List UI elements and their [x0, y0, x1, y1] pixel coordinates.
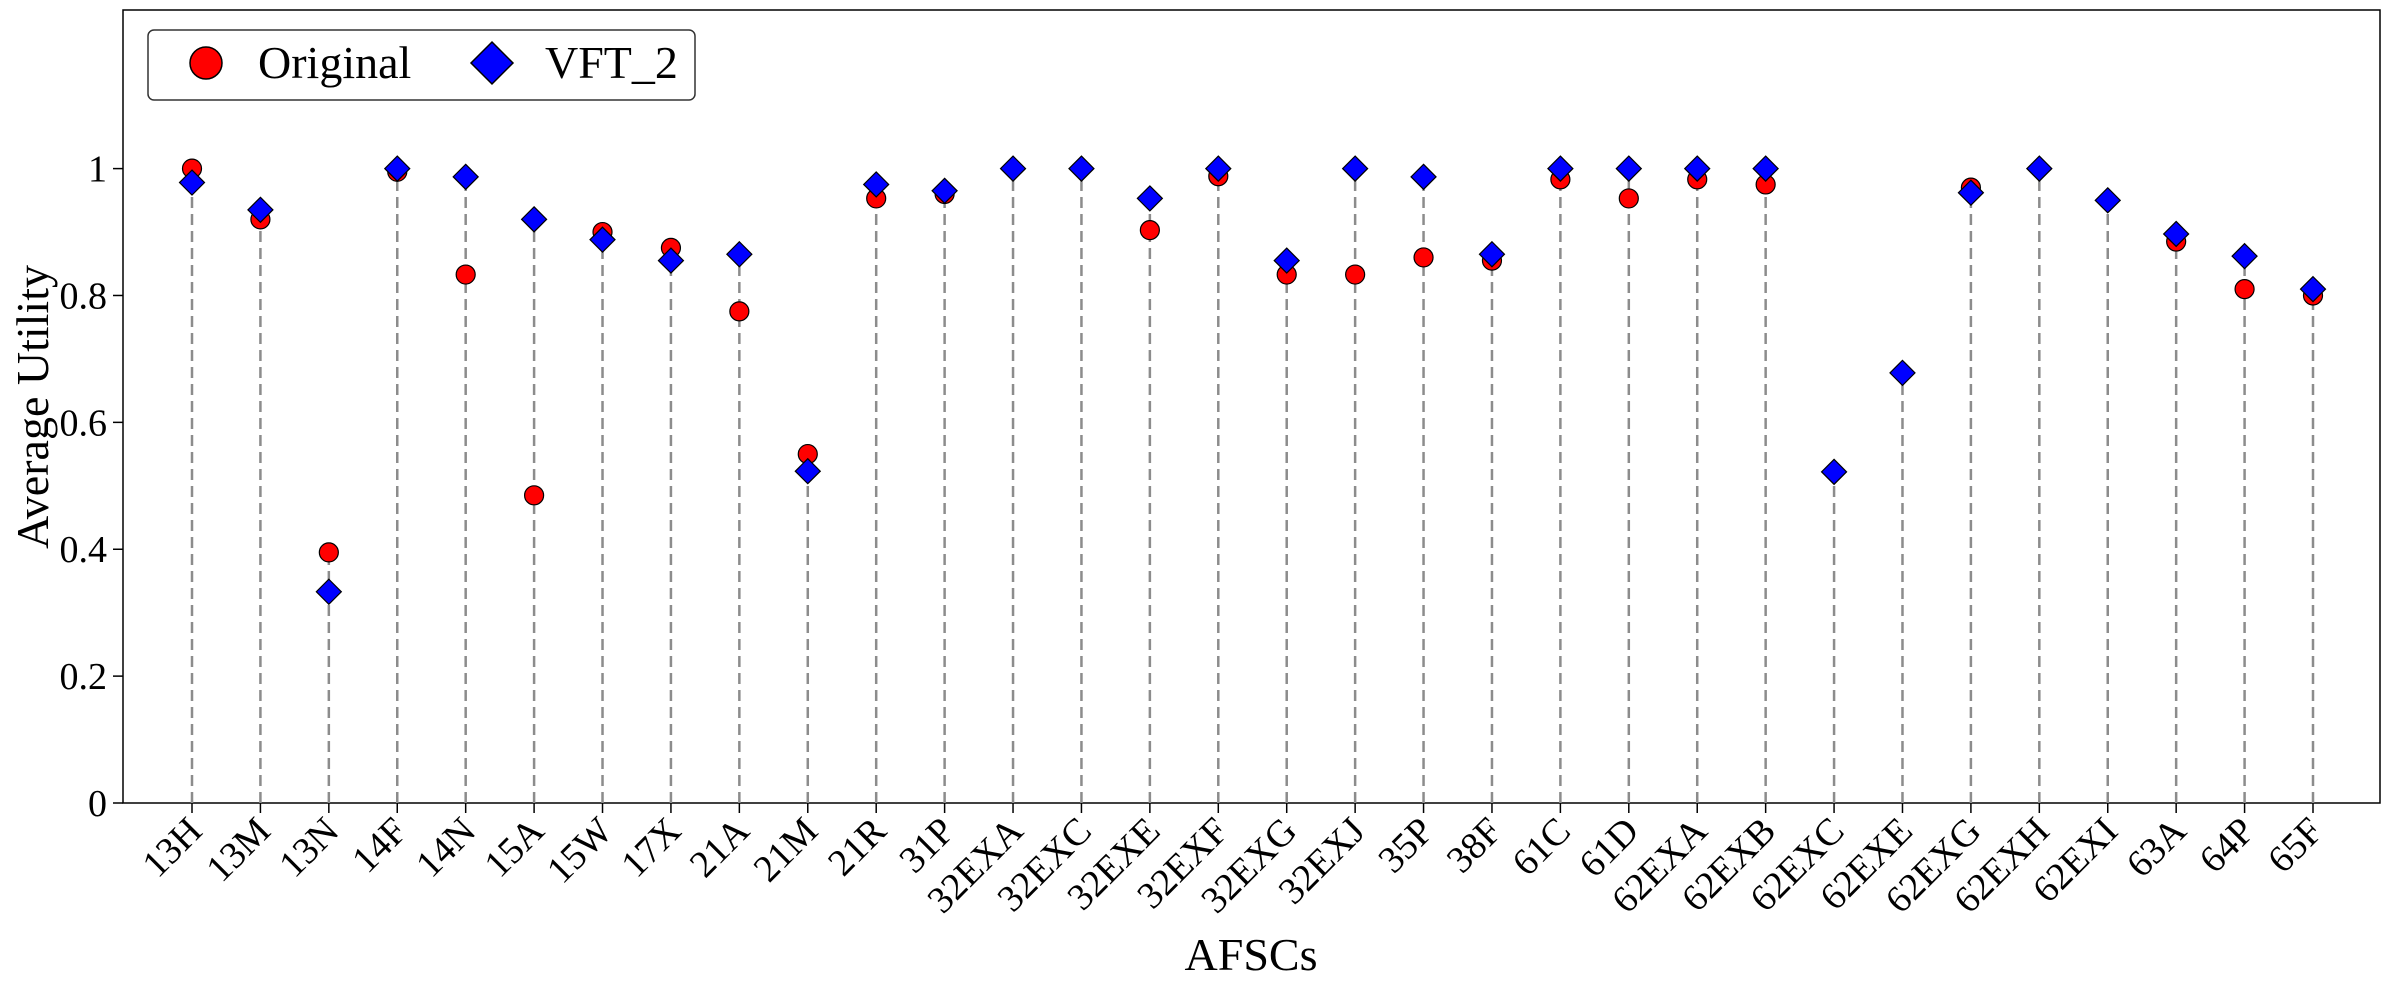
- x-tick-label: 64P: [2191, 810, 2263, 882]
- x-tick-label: 35P: [1370, 810, 1442, 882]
- point-vft2: [657, 247, 685, 274]
- point-vft2: [1752, 155, 1779, 182]
- x-axis: 13H13M13N14F14N15A15W17X21A21M21R31P32EX…: [134, 803, 2331, 921]
- point-original: [1139, 220, 1160, 241]
- x-tick-label: 13H: [134, 810, 210, 886]
- plot-frame: [122, 9, 2381, 804]
- x-tick-label: 17X: [613, 810, 689, 886]
- x-tick-label: 38F: [1439, 810, 1511, 882]
- point-vft2: [1957, 179, 1985, 207]
- point-vft2: [589, 226, 616, 254]
- point-vft2: [1136, 185, 1164, 212]
- y-axis: 0 0.2 0.4 0.6 0.8 1: [60, 149, 123, 825]
- y-tick-label: 1: [88, 149, 107, 191]
- drop-lines: [190, 168, 2315, 803]
- y-axis-label: Average Utility: [7, 265, 58, 549]
- legend-label-vft2: VFT_2: [545, 37, 678, 88]
- point-vft2: [1547, 155, 1574, 182]
- y-tick-label: 0.2: [60, 656, 108, 698]
- y-tick-label: 0.6: [60, 402, 108, 444]
- point-vft2: [1615, 155, 1643, 182]
- x-tick-label: 14F: [344, 810, 416, 882]
- point-original: [318, 542, 339, 563]
- point-vft2: [2094, 186, 2122, 214]
- data-markers: [178, 155, 2327, 606]
- point-vft2: [315, 578, 343, 606]
- point-vft2: [931, 177, 958, 205]
- point-original: [1345, 264, 1366, 285]
- point-original: [1413, 247, 1434, 268]
- x-tick-label: 63A: [2119, 809, 2195, 885]
- x-tick-label: 13M: [198, 810, 278, 890]
- point-vft2: [1478, 240, 1506, 268]
- point-vft2: [1889, 359, 1916, 387]
- x-axis-label: AFSCs: [1185, 929, 1318, 980]
- legend-marker-original: [189, 46, 223, 80]
- point-vft2: [1204, 155, 1232, 182]
- x-tick-label: 13N: [271, 810, 347, 886]
- point-vft2: [999, 155, 1027, 182]
- x-tick-label: 15W: [539, 810, 621, 892]
- point-vft2: [2162, 220, 2190, 248]
- point-vft2: [178, 169, 206, 196]
- point-vft2: [1683, 155, 1711, 182]
- y-tick-label: 0: [88, 783, 107, 825]
- x-tick-label: 21R: [820, 809, 895, 884]
- point-original: [1618, 188, 1639, 209]
- point-original: [523, 485, 545, 506]
- point-original: [455, 264, 476, 285]
- x-tick-label: 61C: [1504, 810, 1579, 885]
- point-vft2: [1341, 155, 1369, 182]
- point-original: [729, 301, 750, 322]
- legend-label-original: Original: [258, 37, 411, 88]
- y-tick-label: 0.4: [60, 529, 108, 571]
- point-original: [2234, 279, 2255, 300]
- point-vft2: [794, 457, 822, 485]
- point-vft2: [726, 240, 753, 268]
- point-vft2: [2299, 275, 2327, 303]
- point-vft2: [2025, 155, 2053, 182]
- point-vft2: [383, 155, 411, 182]
- point-vft2: [520, 206, 548, 233]
- legend-box: [147, 29, 696, 101]
- point-vft2: [2231, 242, 2258, 270]
- point-vft2: [1410, 163, 1437, 191]
- legend: Original VFT_2: [147, 29, 696, 101]
- x-tick-label: 21A: [682, 809, 758, 885]
- x-tick-label: 65F: [2260, 810, 2332, 882]
- x-tick-label: 15A: [476, 809, 552, 885]
- legend-marker-vft2: [469, 40, 515, 86]
- y-tick-label: 0.8: [60, 275, 108, 317]
- x-tick-label: 14N: [408, 810, 484, 886]
- point-vft2: [1273, 247, 1301, 274]
- point-vft2: [1068, 155, 1095, 182]
- point-vft2: [247, 196, 274, 224]
- point-vft2: [862, 171, 890, 198]
- x-tick-label: 21M: [746, 810, 826, 890]
- point-vft2: [1820, 458, 1848, 486]
- point-vft2: [452, 163, 480, 191]
